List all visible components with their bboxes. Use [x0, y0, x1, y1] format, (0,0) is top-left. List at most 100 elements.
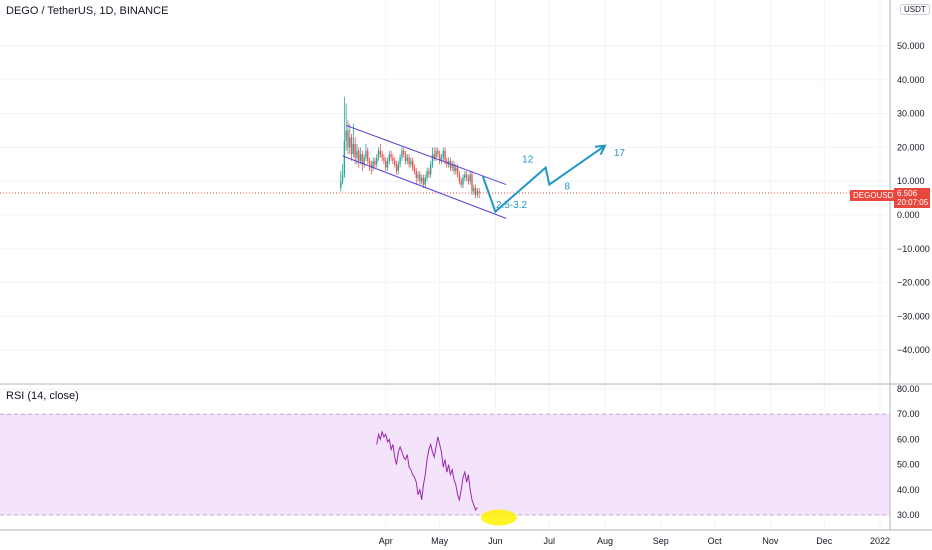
rsi-indicator-title[interactable]: RSI (14, close) [6, 390, 79, 402]
price-tick-label: −30.000 [897, 311, 930, 321]
candle-body [478, 191, 480, 194]
candle-body [383, 157, 385, 161]
candle-body [453, 164, 455, 172]
price-tag-symbol: DEGOUSDT [850, 190, 902, 201]
candle-body [350, 137, 353, 155]
x-tick-label: Apr [379, 536, 393, 546]
candle-body [444, 150, 446, 161]
rsi-line [376, 430, 517, 526]
rsi-polyline [376, 430, 478, 512]
candle-body [440, 157, 443, 161]
candle-body [462, 177, 464, 185]
candle-body [372, 160, 374, 168]
candle-body [349, 137, 351, 148]
price-tick-label: 0.000 [897, 210, 920, 220]
x-tick-label: Nov [762, 536, 779, 546]
price-tag-countdown: 20:07:05 [897, 198, 929, 207]
candle-body [359, 154, 362, 161]
rsi-band-fill [0, 414, 890, 515]
candle-body [394, 160, 396, 165]
candle-body [379, 150, 382, 155]
projection-label: 12 [522, 155, 534, 166]
x-tick-label: Sep [653, 536, 669, 546]
projection-label: 8 [564, 182, 570, 193]
x-tick-label: May [431, 536, 449, 546]
price-tag-price: 6.506 [897, 189, 918, 198]
candle-body [417, 174, 419, 178]
rsi-highlight-ellipse [480, 509, 517, 526]
candle-body [388, 154, 391, 161]
candle-body [410, 160, 412, 165]
candle-body [429, 164, 432, 175]
symbol-title: DEGO / TetherUS, 1D, BINANCE [6, 5, 169, 17]
candle-body [345, 130, 347, 141]
candle-body [424, 177, 426, 185]
candle-body [343, 140, 346, 175]
projection-arrowhead [594, 144, 607, 156]
price-tick-label: −40.000 [897, 345, 930, 355]
candle-body [356, 150, 358, 158]
price-tick-label: −10.000 [897, 244, 930, 254]
candle-body [469, 174, 471, 182]
projection-path [481, 144, 606, 214]
x-tick-label: Dec [816, 536, 833, 546]
wave-projection [481, 144, 607, 214]
candle-body [438, 154, 441, 161]
candle-body [341, 174, 344, 182]
candle-body [376, 157, 378, 165]
candle-body [428, 171, 430, 175]
candle-body [367, 150, 369, 161]
candle-body [401, 150, 403, 158]
x-tick-label: Jul [544, 536, 556, 546]
rsi-tick-label: 40.00 [897, 485, 920, 495]
candle-body [352, 144, 355, 155]
candle-body [437, 150, 439, 155]
candle-body [435, 150, 437, 158]
candle-body [370, 164, 373, 168]
candle-body [442, 150, 444, 158]
candle-body [426, 171, 428, 178]
projection-label: 17 [614, 148, 626, 159]
candle-body [340, 181, 342, 188]
candle-body [397, 164, 400, 172]
candle-body [354, 144, 356, 158]
candle-body [458, 174, 461, 182]
rsi-tick-label: 50.00 [897, 460, 920, 470]
candle-body [465, 174, 468, 178]
price-candles [340, 96, 480, 199]
x-tick-label: 2022 [870, 536, 890, 546]
candle-body [361, 154, 364, 165]
candle-body [406, 157, 408, 161]
candle-body [402, 150, 405, 155]
channel-upper-line [346, 124, 507, 186]
rsi-tick-label: 70.00 [897, 409, 920, 419]
candle-body [433, 154, 435, 158]
candle-body [347, 130, 349, 148]
candle-body [447, 160, 450, 165]
price-tick-label: −20.000 [897, 278, 930, 288]
candle-body [404, 154, 407, 161]
candle-body [395, 164, 398, 172]
candle-body [455, 167, 457, 172]
rsi-tick-label: 80.00 [897, 384, 920, 394]
projection-label: 2.5-3.2 [496, 200, 528, 211]
x-tick-label: Jun [488, 536, 503, 546]
candle-body [464, 174, 466, 178]
candle-body [408, 157, 410, 165]
price-tick-label: 30.000 [897, 109, 925, 119]
candle-body [368, 160, 371, 165]
channel-lower-line [342, 155, 507, 219]
candle-body [374, 160, 376, 165]
candle-body [451, 164, 453, 168]
currency-unit-badge[interactable]: USDT [900, 4, 930, 15]
last-price-tag: DEGOUSDT 6.506 20:07:05 [850, 188, 932, 208]
candle-body [363, 157, 365, 165]
candle-body [473, 187, 475, 192]
candle-body [420, 177, 423, 182]
price-tag-value: 6.506 20:07:05 [894, 188, 930, 208]
candle-body [385, 160, 387, 168]
candle-body [431, 154, 434, 165]
rsi-band [0, 413, 890, 516]
